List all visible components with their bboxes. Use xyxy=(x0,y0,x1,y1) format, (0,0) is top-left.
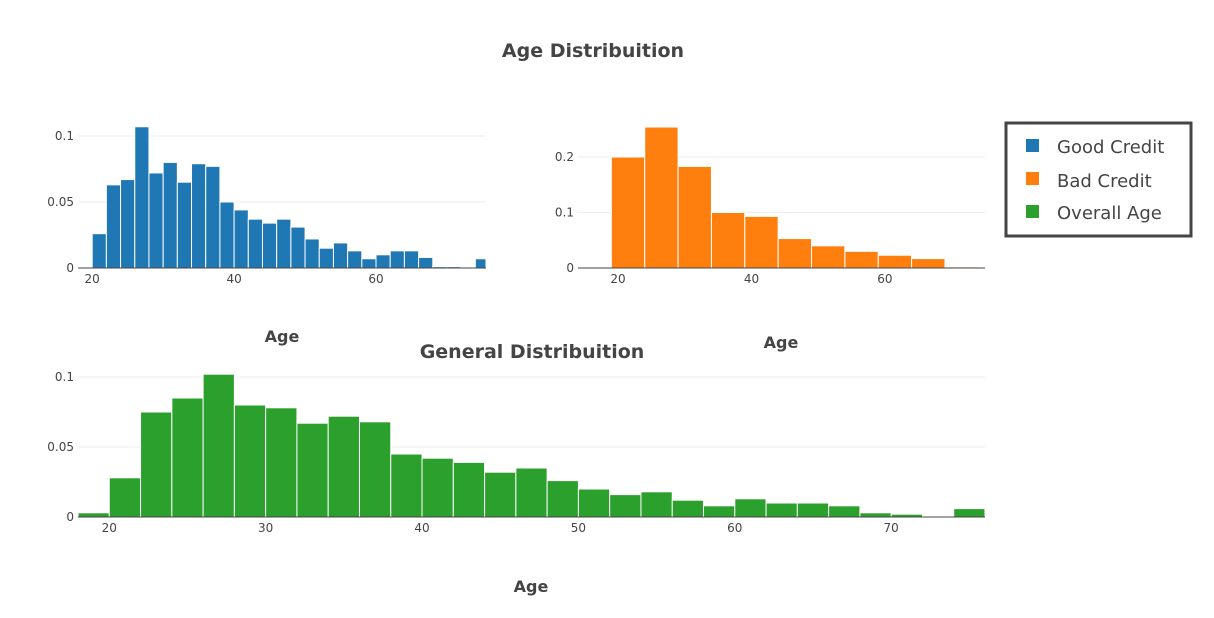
bar-bad-credit[interactable] xyxy=(710,212,746,269)
bar-bad-credit[interactable] xyxy=(644,126,679,269)
bar-bad-credit[interactable] xyxy=(877,254,913,269)
x-tick-label-overall-age: 50 xyxy=(571,521,586,535)
bar-good-credit[interactable] xyxy=(205,165,221,269)
bar-overall-age[interactable] xyxy=(452,461,486,518)
bar-good-credit[interactable] xyxy=(375,254,391,269)
legend-label-overall-age[interactable]: Overall Age xyxy=(1057,203,1162,224)
bar-overall-age[interactable] xyxy=(296,422,329,518)
bar-bad-credit[interactable] xyxy=(777,238,813,269)
bar-overall-age[interactable] xyxy=(390,453,423,518)
x-tick-label-good-credit: 40 xyxy=(226,272,241,286)
x-tick-label-good-credit: 60 xyxy=(368,272,383,286)
bar-bad-credit[interactable] xyxy=(610,156,646,269)
bar-bad-credit[interactable] xyxy=(844,250,879,269)
bar-overall-age[interactable] xyxy=(171,397,204,518)
bar-good-credit[interactable] xyxy=(247,218,263,269)
bar-good-credit[interactable] xyxy=(361,258,377,269)
legend-label-bad-credit[interactable]: Bad Credit xyxy=(1057,171,1152,192)
x-axis-label-bad: Age xyxy=(764,333,799,352)
bar-overall-age[interactable] xyxy=(734,498,767,518)
bar-good-credit[interactable] xyxy=(176,181,193,269)
bar-overall-age[interactable] xyxy=(265,407,298,518)
bar-overall-age[interactable] xyxy=(796,502,830,518)
bar-overall-age[interactable] xyxy=(703,505,736,518)
bar-overall-age[interactable] xyxy=(77,512,110,518)
bar-bad-credit[interactable] xyxy=(811,245,846,269)
bar-good-credit[interactable] xyxy=(418,256,434,269)
bar-good-credit[interactable] xyxy=(389,250,405,269)
bar-good-credit[interactable] xyxy=(191,163,207,269)
bar-overall-age[interactable] xyxy=(515,467,548,518)
x-tick-label-overall-age: 20 xyxy=(102,521,117,535)
bar-overall-age[interactable] xyxy=(202,373,235,518)
x-axis-label-good: Age xyxy=(265,327,300,346)
bar-good-credit[interactable] xyxy=(318,247,334,269)
bar-overall-age[interactable] xyxy=(609,494,642,518)
bar-good-credit[interactable] xyxy=(290,226,306,269)
bar-good-credit[interactable] xyxy=(474,258,487,269)
bar-overall-age[interactable] xyxy=(953,508,986,518)
bar-overall-age[interactable] xyxy=(140,411,173,518)
bar-overall-age[interactable] xyxy=(233,404,267,518)
bar-good-credit[interactable] xyxy=(276,218,292,269)
bar-good-credit[interactable] xyxy=(91,233,107,269)
plot-bad-credit: 0 0.1 0.2 20 40 60 xyxy=(555,126,985,286)
bar-overall-age[interactable] xyxy=(859,512,892,518)
y-tick-label-bad-credit: 0 xyxy=(566,261,574,275)
bar-good-credit[interactable] xyxy=(304,238,320,269)
bar-overall-age[interactable] xyxy=(765,502,798,518)
y-tick-label-good-credit: 0.1 xyxy=(55,129,74,143)
bar-good-credit[interactable] xyxy=(148,172,164,269)
y-tick-label-bad-credit: 0.1 xyxy=(555,206,574,220)
bar-overall-age[interactable] xyxy=(828,505,861,518)
plot-good-credit: 0 0.05 0.1 20 40 60 xyxy=(47,126,487,286)
y-tick-label-good-credit: 0 xyxy=(66,261,74,275)
chart-title-age: Age Distribuition xyxy=(502,40,684,62)
bar-overall-age[interactable] xyxy=(671,499,705,518)
bar-bad-credit[interactable] xyxy=(911,258,946,269)
bar-overall-age[interactable] xyxy=(546,480,579,518)
bar-bad-credit[interactable] xyxy=(744,215,779,269)
y-tick-label-overall-age: 0.1 xyxy=(55,370,74,384)
x-axis-label-general: Age xyxy=(514,577,549,596)
bar-overall-age[interactable] xyxy=(327,415,360,518)
y-tick-label-bad-credit: 0.2 xyxy=(555,150,574,164)
x-tick-label-overall-age: 30 xyxy=(258,521,273,535)
y-tick-label-good-credit: 0.05 xyxy=(47,195,74,209)
bar-good-credit[interactable] xyxy=(261,222,278,269)
bar-overall-age[interactable] xyxy=(421,457,454,518)
bar-overall-age[interactable] xyxy=(108,477,142,518)
bar-bad-credit[interactable] xyxy=(677,165,712,269)
bar-overall-age[interactable] xyxy=(577,488,611,518)
plot-overall-age: 0 0.05 0.1 20 30 40 50 60 70 xyxy=(47,370,986,535)
chart-title-general: General Distribuition xyxy=(420,341,645,363)
x-tick-label-overall-age: 70 xyxy=(884,521,899,535)
bar-good-credit[interactable] xyxy=(347,250,363,269)
y-tick-label-overall-age: 0 xyxy=(66,510,74,524)
bar-good-credit[interactable] xyxy=(105,184,122,269)
bar-good-credit[interactable] xyxy=(403,250,420,269)
x-tick-label-overall-age: 40 xyxy=(414,521,429,535)
bar-good-credit[interactable] xyxy=(219,201,235,269)
x-tick-label-overall-age: 60 xyxy=(727,521,742,535)
x-tick-label-bad-credit: 40 xyxy=(744,272,759,286)
bar-overall-age[interactable] xyxy=(484,471,517,518)
legend-swatch-overall-age xyxy=(1026,205,1039,218)
y-tick-label-overall-age: 0.05 xyxy=(47,440,74,454)
legend-swatch-good-credit xyxy=(1026,139,1039,152)
x-tick-label-bad-credit: 20 xyxy=(610,272,625,286)
bar-good-credit[interactable] xyxy=(134,126,150,269)
bar-overall-age[interactable] xyxy=(640,491,673,518)
x-tick-label-good-credit: 20 xyxy=(85,272,100,286)
x-tick-label-bad-credit: 60 xyxy=(877,272,892,286)
legend-label-good-credit[interactable]: Good Credit xyxy=(1057,137,1164,158)
legend: Good Credit Bad Credit Overall Age xyxy=(1004,121,1193,238)
bar-overall-age[interactable] xyxy=(358,421,392,518)
bar-good-credit[interactable] xyxy=(332,242,349,269)
bar-good-credit[interactable] xyxy=(233,209,249,269)
legend-swatch-bad-credit xyxy=(1026,172,1039,185)
bar-good-credit[interactable] xyxy=(120,179,136,269)
bar-good-credit[interactable] xyxy=(162,161,178,269)
